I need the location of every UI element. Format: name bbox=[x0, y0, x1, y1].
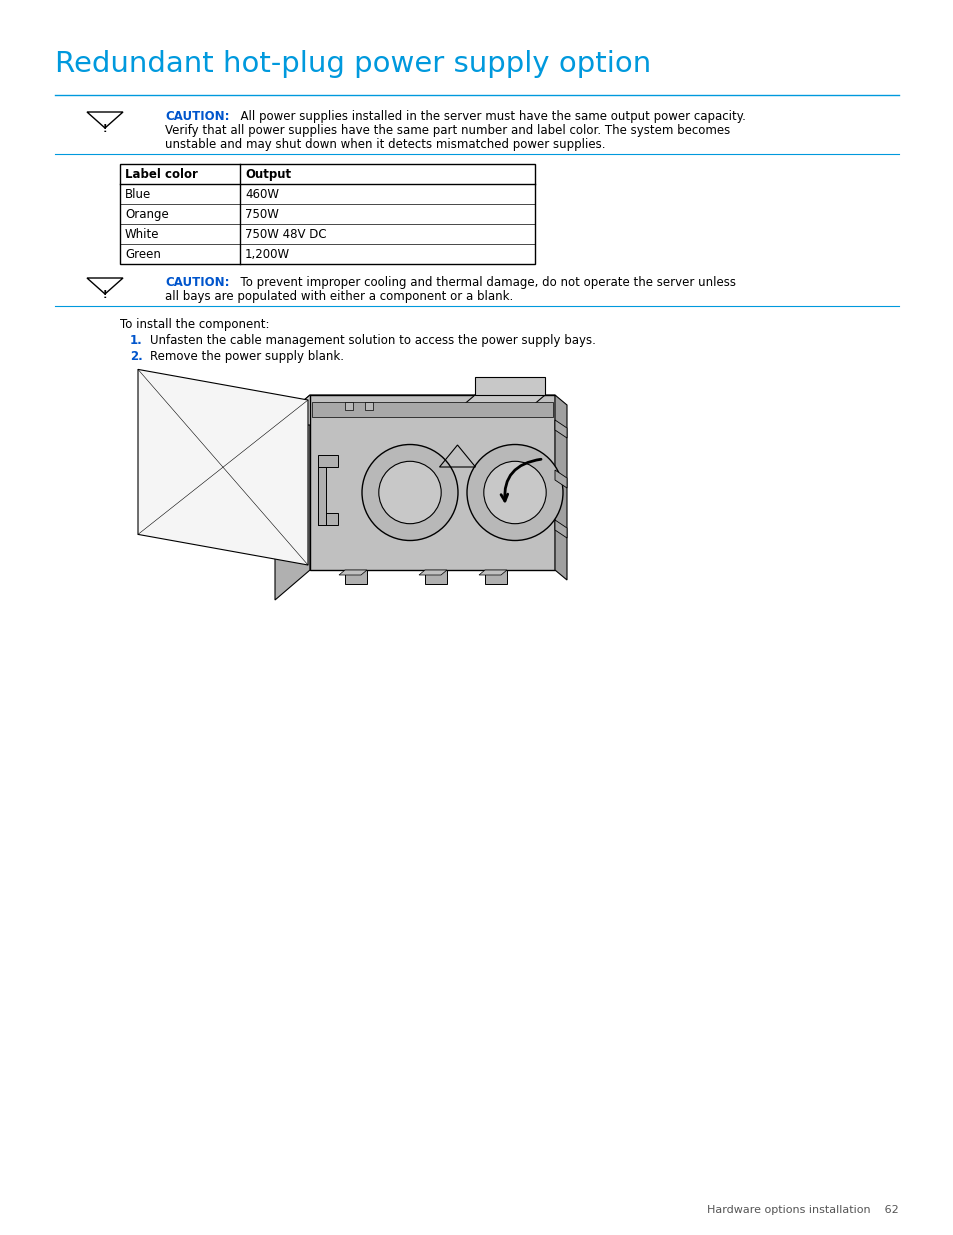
Polygon shape bbox=[338, 571, 367, 576]
Text: !: ! bbox=[103, 124, 107, 135]
Text: To install the component:: To install the component: bbox=[120, 317, 269, 331]
Text: 750W: 750W bbox=[245, 207, 278, 221]
Text: Unfasten the cable management solution to access the power supply bays.: Unfasten the cable management solution t… bbox=[150, 333, 596, 347]
Text: 2.: 2. bbox=[130, 350, 143, 363]
Polygon shape bbox=[555, 520, 566, 538]
Bar bbox=[345, 571, 367, 584]
Bar bbox=[365, 403, 373, 410]
Text: Label color: Label color bbox=[125, 168, 197, 182]
Text: !: ! bbox=[103, 290, 107, 300]
Text: all bays are populated with either a component or a blank.: all bays are populated with either a com… bbox=[165, 290, 513, 303]
Bar bbox=[312, 403, 553, 417]
Text: 1,200W: 1,200W bbox=[245, 248, 290, 261]
Bar bbox=[317, 513, 337, 525]
Text: Verify that all power supplies have the same part number and label color. The sy: Verify that all power supplies have the … bbox=[165, 124, 729, 137]
Text: Output: Output bbox=[245, 168, 291, 182]
Polygon shape bbox=[555, 420, 566, 438]
Text: unstable and may shut down when it detects mismatched power supplies.: unstable and may shut down when it detec… bbox=[165, 138, 605, 151]
Text: CAUTION:: CAUTION: bbox=[165, 275, 230, 289]
Polygon shape bbox=[457, 395, 544, 410]
Polygon shape bbox=[274, 395, 310, 600]
Text: Orange: Orange bbox=[125, 207, 169, 221]
Bar bbox=[424, 571, 447, 584]
Bar bbox=[317, 467, 326, 525]
Text: Remove the power supply blank.: Remove the power supply blank. bbox=[150, 350, 344, 363]
Text: Hardware options installation    62: Hardware options installation 62 bbox=[706, 1205, 898, 1215]
Polygon shape bbox=[478, 571, 506, 576]
Text: White: White bbox=[125, 228, 159, 241]
Text: 750W 48V DC: 750W 48V DC bbox=[245, 228, 326, 241]
Text: Redundant hot-plug power supply option: Redundant hot-plug power supply option bbox=[55, 49, 651, 78]
Text: To prevent improper cooling and thermal damage, do not operate the server unless: To prevent improper cooling and thermal … bbox=[233, 275, 735, 289]
Text: 460W: 460W bbox=[245, 188, 278, 201]
Circle shape bbox=[467, 445, 562, 541]
Bar bbox=[120, 164, 535, 264]
Polygon shape bbox=[555, 395, 566, 580]
Polygon shape bbox=[274, 395, 555, 425]
Text: CAUTION:: CAUTION: bbox=[165, 110, 230, 124]
Polygon shape bbox=[555, 471, 566, 488]
Polygon shape bbox=[418, 571, 447, 576]
Text: All power supplies installed in the server must have the same output power capac: All power supplies installed in the serv… bbox=[233, 110, 745, 124]
Bar bbox=[345, 403, 353, 410]
Circle shape bbox=[483, 462, 546, 524]
Bar bbox=[484, 571, 506, 584]
Bar bbox=[310, 395, 555, 571]
Bar bbox=[475, 377, 544, 395]
Text: 1.: 1. bbox=[130, 333, 143, 347]
Circle shape bbox=[361, 445, 457, 541]
Circle shape bbox=[378, 462, 440, 524]
Bar bbox=[317, 454, 337, 467]
Polygon shape bbox=[138, 369, 308, 564]
Text: Blue: Blue bbox=[125, 188, 152, 201]
Text: Green: Green bbox=[125, 248, 161, 261]
